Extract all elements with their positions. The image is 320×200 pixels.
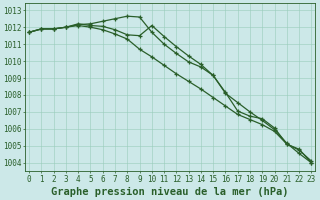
X-axis label: Graphe pression niveau de la mer (hPa): Graphe pression niveau de la mer (hPa) [52,186,289,197]
